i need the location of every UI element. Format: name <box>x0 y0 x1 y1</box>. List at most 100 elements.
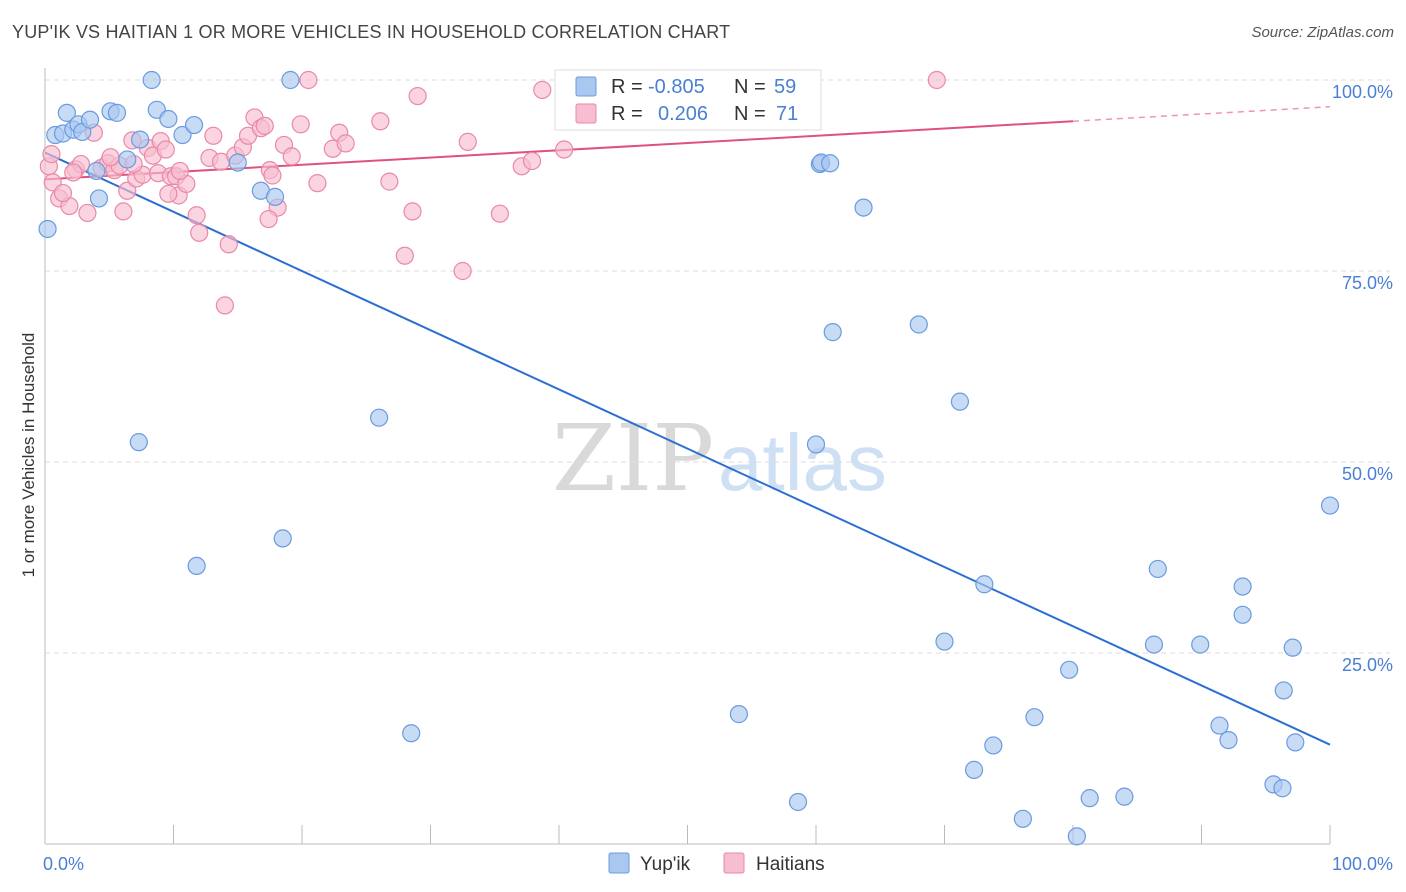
point-yupik-48 <box>1144 635 1164 654</box>
point-yupik-46 <box>1080 789 1099 808</box>
watermark-zip: ZIP <box>552 405 714 512</box>
point-yupik-20 <box>187 556 206 576</box>
y-tick-label-0: 25.0% <box>1342 655 1393 675</box>
point-yupik-29 <box>788 792 808 812</box>
point-haitians-70 <box>42 145 61 164</box>
point-haitians-31 <box>219 235 238 254</box>
point-yupik-19 <box>184 115 204 135</box>
point-haitians-44 <box>299 70 318 90</box>
point-yupik-45 <box>1067 827 1086 846</box>
point-yupik-25 <box>281 70 300 90</box>
point-haitians-53 <box>408 86 427 106</box>
data-points <box>38 70 1340 846</box>
stats-legend-box <box>554 69 822 131</box>
point-haitians-69 <box>927 70 946 90</box>
point-haitians-6 <box>78 203 97 223</box>
point-yupik-44 <box>1060 660 1079 679</box>
point-yupik-43 <box>1025 708 1044 727</box>
point-haitians-13 <box>118 181 137 200</box>
point-yupik-49 <box>1148 559 1167 579</box>
tick-labels: 25.0% 50.0% 75.0% 100.0% 0.0% 100.0% <box>43 82 1393 874</box>
x-tick-label-min: 0.0% <box>43 854 84 874</box>
bottom-legend-haitians: Haitians <box>756 854 825 875</box>
legend-haitians-r-value: 0.206 <box>658 103 708 125</box>
legend-haitians-n-label: N = <box>734 103 766 125</box>
point-haitians-39 <box>263 166 282 185</box>
point-haitians-27 <box>190 223 209 242</box>
point-haitians-60 <box>555 140 574 159</box>
point-yupik-38 <box>950 392 970 411</box>
point-yupik-47 <box>1115 787 1134 806</box>
point-haitians-52 <box>403 202 422 221</box>
point-haitians-56 <box>490 204 509 223</box>
point-yupik-54 <box>1233 605 1252 624</box>
point-haitians-64 <box>53 183 73 203</box>
point-haitians-59 <box>533 80 552 100</box>
chart-title: YUP'IK VS HAITIAN 1 OR MORE VEHICLES IN … <box>12 22 731 42</box>
point-yupik-57 <box>1274 681 1293 700</box>
point-yupik-37 <box>935 632 954 651</box>
point-yupik-23 <box>265 187 285 206</box>
point-yupik-41 <box>984 736 1003 755</box>
point-haitians-48 <box>336 134 355 153</box>
legend-yupik-r-value: -0.805 <box>648 76 705 98</box>
legend-yupik-r-label: R = <box>611 76 643 98</box>
point-haitians-68 <box>259 209 278 229</box>
point-yupik-11 <box>107 103 127 122</box>
point-haitians-12 <box>114 202 133 221</box>
point-haitians-43 <box>291 115 310 134</box>
point-yupik-18 <box>173 125 192 145</box>
y-axis-label: 1 or more Vehicles in Household <box>19 333 38 578</box>
legend-yupik-n-label: N = <box>734 76 766 98</box>
point-yupik-51 <box>1210 716 1229 735</box>
point-yupik-17 <box>159 109 178 129</box>
point-haitians-45 <box>308 174 327 193</box>
point-yupik-15 <box>142 70 161 90</box>
point-yupik-0 <box>38 219 57 239</box>
source-credit: Source: ZipAtlas.com <box>1251 24 1394 41</box>
point-haitians-29 <box>204 126 223 145</box>
trend-line-yupik <box>44 151 1331 746</box>
point-yupik-53 <box>1233 577 1252 596</box>
point-yupik-40 <box>975 575 994 594</box>
point-yupik-3 <box>57 103 76 122</box>
point-yupik-8 <box>87 161 106 181</box>
legend-swatch-yupik <box>575 76 597 97</box>
legend-swatch-haitians <box>575 103 597 124</box>
point-yupik-56 <box>1273 779 1292 798</box>
point-haitians-51 <box>395 246 414 265</box>
legend-haitians-n-value: 71 <box>776 103 798 125</box>
point-haitians-67 <box>170 161 190 181</box>
point-haitians-49 <box>371 112 390 131</box>
bottom-legend-swatch-haitians <box>723 852 745 874</box>
stats-legend: R = -0.805 N = 59 R = 0.206 N = 71 <box>554 69 822 131</box>
point-yupik-21 <box>228 153 247 172</box>
series-legend: Yup'ik Haitians <box>608 852 825 875</box>
point-haitians-61 <box>215 296 234 315</box>
point-haitians-37 <box>255 116 274 135</box>
legend-yupik-n-value: 59 <box>774 76 796 98</box>
point-yupik-42 <box>1013 809 1032 828</box>
point-haitians-26 <box>187 206 206 225</box>
gridlines <box>45 79 1390 654</box>
point-yupik-59 <box>1286 733 1305 752</box>
bottom-legend-swatch-yupik <box>608 852 630 874</box>
point-yupik-24 <box>273 529 292 548</box>
point-haitians-54 <box>453 261 472 281</box>
y-tick-label-3: 100.0% <box>1332 82 1393 102</box>
point-haitians-50 <box>380 172 399 191</box>
point-yupik-33 <box>821 154 840 173</box>
point-yupik-12 <box>130 130 150 149</box>
point-haitians-42 <box>282 147 301 166</box>
point-haitians-55 <box>458 132 477 151</box>
point-yupik-28 <box>729 705 749 724</box>
point-yupik-36 <box>909 315 928 334</box>
point-yupik-60 <box>1320 496 1340 515</box>
point-yupik-9 <box>89 189 109 208</box>
y-tick-label-1: 50.0% <box>1342 464 1393 484</box>
point-yupik-34 <box>823 323 842 342</box>
axes <box>44 68 1331 845</box>
point-haitians-63 <box>101 148 120 167</box>
y-tick-label-2: 75.0% <box>1342 273 1393 293</box>
